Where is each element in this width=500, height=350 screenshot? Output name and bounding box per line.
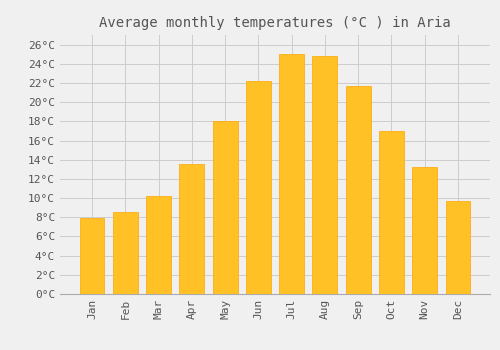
Title: Average monthly temperatures (°C ) in Aria: Average monthly temperatures (°C ) in Ar… [99, 16, 451, 30]
Bar [212, 121, 238, 294]
Bar [146, 196, 171, 294]
Bar [279, 54, 304, 294]
Bar [246, 81, 271, 294]
Bar [80, 218, 104, 294]
Bar [312, 56, 338, 294]
Bar [113, 212, 138, 294]
Bar [180, 163, 204, 294]
Bar [346, 86, 370, 294]
Bar [379, 131, 404, 294]
Bar [446, 201, 470, 294]
Bar [412, 167, 437, 294]
